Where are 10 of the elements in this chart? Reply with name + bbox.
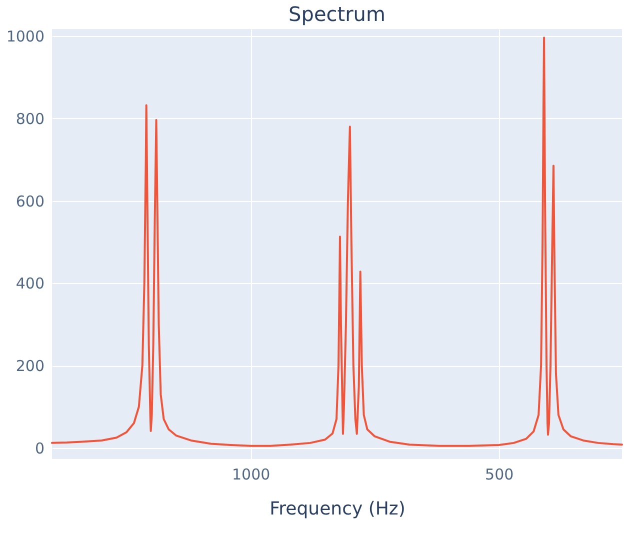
x-axis-title: Frequency (Hz) [270,498,406,520]
y-tick-label: 400 [16,274,44,293]
y-tick-label: 800 [16,110,44,128]
y-tick-label: 0 [34,439,44,458]
y-tick-label: 200 [16,357,44,376]
y-tick-label: 1000 [6,28,44,46]
chart-title: Spectrum [288,2,386,26]
x-tick-label: 500 [485,466,514,484]
line-series [51,36,623,447]
y-tick-label: 600 [16,192,44,210]
